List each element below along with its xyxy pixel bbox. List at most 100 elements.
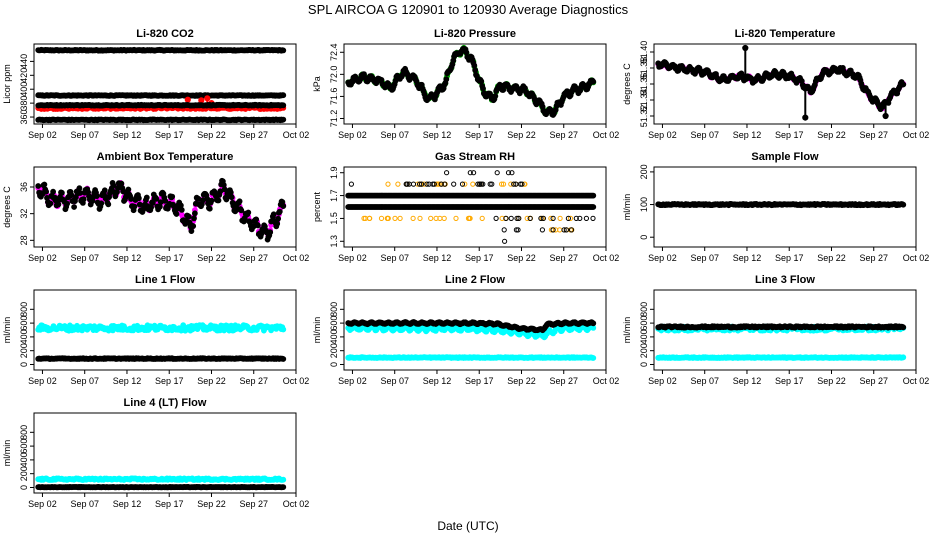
- data-point: [254, 222, 261, 229]
- y-tick-label: 36: [19, 182, 29, 192]
- y-tick-label: 360: [19, 110, 29, 125]
- panel-title: Line 1 Flow: [135, 274, 195, 286]
- data-point: [162, 197, 169, 204]
- x-tick-label: Sep 17: [155, 253, 184, 263]
- y-tick-label: 400: [19, 82, 29, 97]
- data-series: [502, 238, 508, 244]
- plot-frame: [343, 43, 607, 125]
- y-tick-label: 32: [19, 209, 29, 219]
- data-point: [410, 215, 416, 221]
- data-point: [131, 203, 138, 210]
- y-tick-label: 0: [19, 362, 29, 367]
- y-tick-label: 200: [19, 343, 29, 358]
- data-point: [479, 215, 485, 221]
- data-point: [561, 227, 567, 233]
- data-point: [228, 194, 235, 201]
- data-point: [508, 181, 514, 187]
- data-point: [550, 227, 556, 233]
- data-point: [76, 185, 83, 192]
- data-point: [435, 181, 441, 187]
- data-series: [345, 319, 597, 334]
- plot-frame: [33, 166, 297, 248]
- data-point: [185, 213, 192, 220]
- x-tick-label: Oct 02: [283, 376, 310, 386]
- x-tick-label: Oct 02: [903, 130, 930, 140]
- x-tick-label: Sep 22: [507, 253, 536, 263]
- y-tick-label: 72.4: [329, 44, 339, 62]
- x-tick-label: Oct 02: [903, 253, 930, 263]
- data-point: [513, 181, 519, 187]
- data-point: [557, 215, 563, 221]
- x-tick-label: Sep 12: [423, 376, 452, 386]
- x-tick-label: Sep 02: [648, 130, 677, 140]
- data-layer: [345, 170, 597, 244]
- data-point: [280, 92, 287, 99]
- data-point: [135, 195, 142, 202]
- x-tick-label: Sep 22: [817, 253, 846, 263]
- y-tick-label: 51.34: [639, 89, 649, 112]
- data-point: [143, 194, 150, 201]
- y-tick-label: 600: [329, 316, 339, 331]
- data-point: [280, 326, 287, 333]
- data-point: [426, 181, 432, 187]
- x-tick-label: Sep 02: [338, 376, 367, 386]
- data-point: [503, 215, 509, 221]
- data-point: [493, 215, 499, 221]
- data-point: [274, 220, 281, 227]
- data-point: [478, 78, 485, 85]
- data-point: [463, 49, 470, 56]
- data-point: [590, 215, 596, 221]
- panel-title: Gas Stream RH: [435, 151, 515, 163]
- data-point: [428, 215, 434, 221]
- y-tick-label: 51.40: [639, 41, 649, 64]
- data-point: [467, 170, 473, 176]
- data-layer: [35, 46, 287, 124]
- data-point: [47, 200, 54, 207]
- data-point: [527, 215, 533, 221]
- x-tick-label: Sep 17: [775, 253, 804, 263]
- x-tick-label: Sep 07: [380, 253, 409, 263]
- data-point: [236, 198, 243, 205]
- x-tick-label: Oct 02: [593, 130, 620, 140]
- data-point: [492, 93, 499, 99]
- data-point: [508, 215, 514, 221]
- data-point: [487, 181, 493, 187]
- x-tick-label: Sep 27: [549, 376, 578, 386]
- data-series: [35, 46, 287, 54]
- data-point: [105, 201, 112, 208]
- plot-frame: [343, 289, 607, 371]
- data-point: [453, 215, 459, 221]
- data-point: [64, 200, 70, 207]
- data-point: [583, 215, 590, 221]
- data-point: [459, 181, 466, 187]
- data-point: [515, 227, 521, 233]
- data-point: [238, 207, 245, 214]
- data-series: [493, 215, 596, 221]
- data-point: [548, 227, 555, 233]
- data-point: [478, 181, 485, 187]
- data-point: [384, 215, 390, 221]
- data-point: [500, 181, 507, 187]
- panel-title: Li-820 Temperature: [735, 28, 836, 40]
- data-point: [590, 78, 597, 85]
- data-point: [276, 208, 283, 215]
- data-point: [35, 183, 42, 189]
- data-point: [270, 211, 277, 218]
- x-tick-label: Sep 27: [859, 253, 888, 263]
- y-tick-label: 420: [19, 68, 29, 83]
- data-point: [538, 215, 544, 221]
- data-point: [417, 181, 423, 187]
- data-series: [444, 170, 515, 176]
- data-layer: [35, 177, 287, 243]
- x-tick-label: Oct 02: [593, 253, 620, 263]
- data-point: [471, 170, 477, 176]
- data-point: [406, 181, 412, 187]
- x-tick-label: Sep 22: [817, 130, 846, 140]
- x-tick-label: Sep 07: [70, 130, 99, 140]
- y-tick-label: 800: [19, 302, 29, 317]
